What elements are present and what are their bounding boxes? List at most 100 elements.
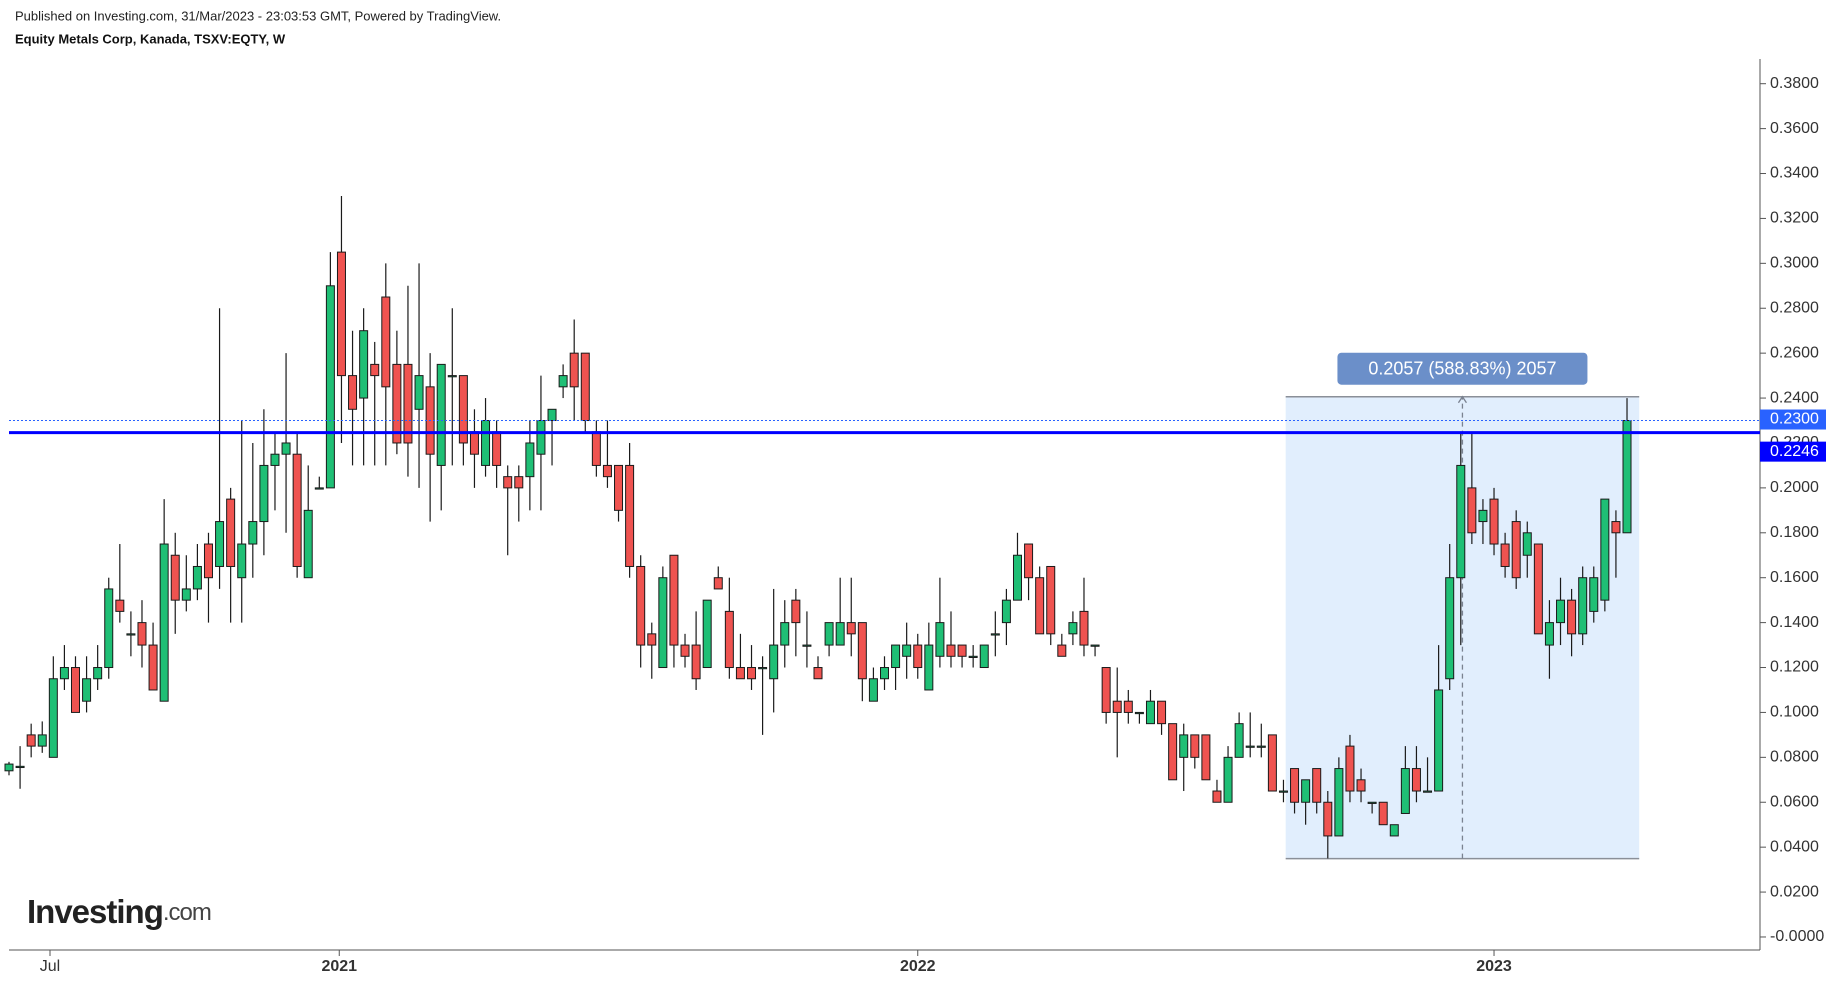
candle-body (1445, 577, 1455, 680)
candle-body (1024, 543, 1034, 579)
candle-body (1157, 700, 1167, 725)
candle-body (1001, 599, 1011, 624)
candle-body (935, 622, 945, 657)
candle-body (1290, 768, 1300, 803)
y-tick-label: 0.2800 (1770, 299, 1819, 316)
candle-body (946, 644, 956, 657)
candle-body (868, 678, 878, 702)
candle-body (802, 644, 812, 647)
candle-body (181, 588, 191, 601)
candle-body (602, 464, 612, 478)
candle-body (115, 599, 125, 612)
candle-body (1256, 745, 1266, 748)
candle-body (48, 678, 58, 758)
y-tick-label: 0.1200 (1770, 659, 1819, 676)
candle-body (26, 734, 36, 747)
y-tick-label: 0.3200 (1770, 210, 1819, 227)
candle-body (713, 577, 723, 590)
measure-label: 0.2057 (588.83%) 2057 (1368, 358, 1556, 378)
candle-body (1400, 768, 1410, 814)
candle-body (381, 296, 391, 388)
candle-body (525, 442, 535, 478)
candle-body (791, 599, 801, 624)
candle-body (503, 476, 513, 489)
candle-body (880, 667, 889, 680)
candle-body (536, 420, 546, 455)
candle-body (846, 622, 856, 635)
candle-body (1611, 521, 1621, 534)
last-price-label: 0.2300 (1770, 411, 1819, 428)
y-tick-label: 0.1800 (1770, 524, 1819, 541)
candle-body (1323, 801, 1333, 837)
candle-body (1301, 779, 1311, 803)
candle-body (1600, 498, 1610, 601)
y-tick-label: 0.3600 (1770, 120, 1819, 137)
candle-body (481, 420, 491, 466)
candle-body (1079, 610, 1089, 646)
candle-body (636, 565, 646, 646)
candle-body (1589, 577, 1599, 612)
candle-body (957, 644, 967, 657)
y-tick-label: 0.3000 (1770, 255, 1819, 272)
candle-body (968, 655, 978, 658)
candle-body (348, 375, 358, 410)
candle-body (669, 554, 679, 646)
candle-body (159, 543, 169, 702)
candle-body (1423, 790, 1433, 793)
candle-body (1489, 498, 1499, 545)
y-tick-label: 0.0400 (1770, 838, 1819, 855)
candle-body (1312, 768, 1322, 803)
candle-body (336, 251, 346, 377)
candle-body (1035, 577, 1045, 635)
candle-body (192, 565, 202, 590)
candle-body (1179, 734, 1189, 758)
y-tick-label: 0.0600 (1770, 793, 1819, 810)
candle-body (902, 644, 912, 657)
candle-body (458, 375, 468, 444)
candle-body (1356, 779, 1366, 792)
measure-arrow-head (1457, 395, 1467, 404)
candle-body (170, 554, 180, 601)
candle-body (1511, 521, 1521, 579)
candle-body (270, 453, 280, 466)
candle-body (1345, 745, 1355, 792)
x-tick-label: 2022 (900, 958, 936, 975)
x-tick-label: 2021 (321, 958, 357, 975)
candle-body (580, 352, 590, 422)
candle-body (59, 667, 69, 680)
candle-body (1190, 734, 1200, 758)
candle-body (137, 622, 147, 646)
candle-body (1278, 790, 1288, 793)
candle-body (392, 363, 402, 444)
candle-body (15, 765, 25, 769)
candle-body (857, 622, 867, 680)
y-tick-label: 0.1600 (1770, 569, 1819, 586)
candle-body (1522, 532, 1532, 556)
candle-body (436, 363, 446, 466)
candle-body (1245, 745, 1255, 748)
candle-body (1068, 622, 1078, 635)
candle-body (990, 633, 1000, 636)
published-note: Published on Investing.com, 31/Mar/2023 … (15, 8, 501, 23)
candle-body (614, 464, 624, 511)
candle-body (104, 588, 114, 669)
y-tick-label: 0.2400 (1770, 389, 1819, 406)
candle-body (1090, 644, 1100, 647)
candle-body (769, 644, 779, 680)
candle-body (1168, 723, 1178, 781)
candle-body (1123, 700, 1133, 713)
candle-body (569, 352, 579, 388)
candle-body (93, 667, 103, 680)
candle-body (558, 375, 568, 388)
candle-body (370, 363, 380, 377)
candle-body (37, 734, 47, 747)
logo-brand: Investing (27, 893, 163, 930)
candle-body (4, 763, 14, 772)
candle-body (1145, 700, 1155, 725)
candle-body (82, 678, 92, 702)
candle-body (126, 633, 136, 636)
candle-body (680, 644, 690, 657)
candle-body (514, 476, 524, 489)
